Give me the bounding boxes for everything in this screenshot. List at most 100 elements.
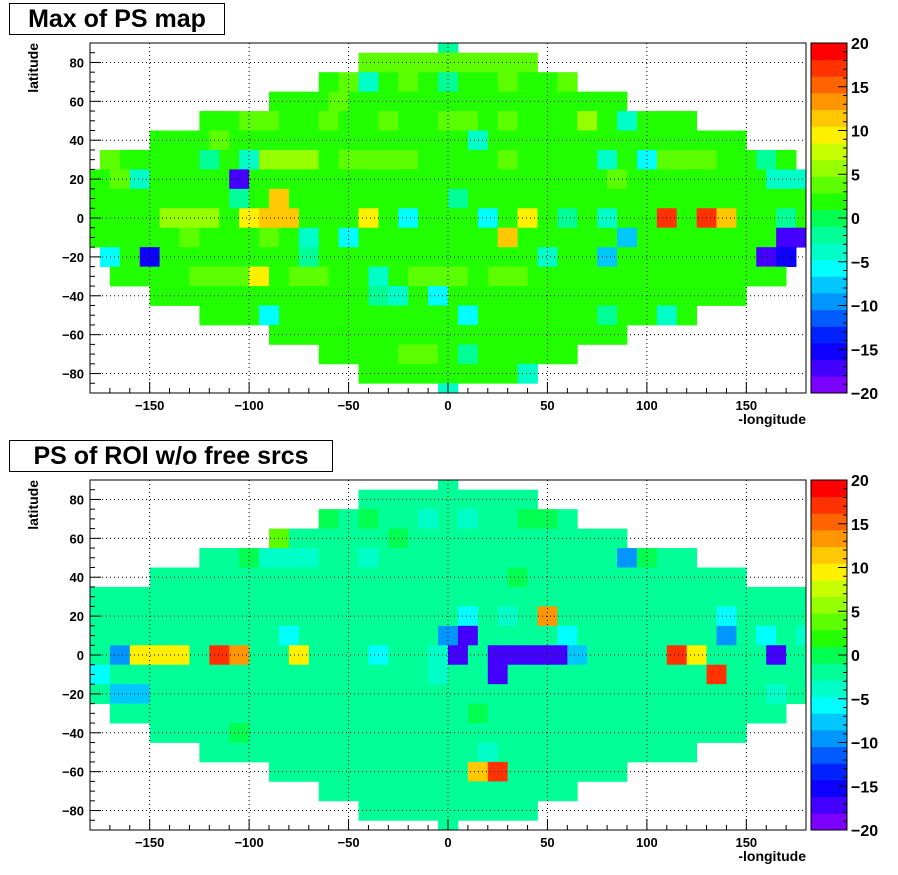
heatmap-cell	[278, 247, 300, 268]
heatmap-cell	[229, 586, 250, 607]
heatmap-cell	[686, 723, 707, 743]
heatmap-cell	[438, 489, 459, 510]
heatmap-cell	[278, 548, 300, 568]
heatmap-cell	[219, 606, 240, 627]
heatmap-cell	[676, 227, 698, 248]
heatmap-cell	[368, 703, 389, 724]
color-bar-segment	[811, 293, 847, 311]
heatmap-cell	[229, 188, 250, 209]
heatmap-cell	[547, 586, 568, 607]
heatmap-cell	[418, 227, 439, 248]
heatmap-cell	[378, 52, 399, 73]
heatmap-cell	[567, 645, 588, 666]
heatmap-cell	[557, 781, 578, 802]
heatmap-cell	[517, 149, 538, 170]
heatmap-cell	[179, 208, 200, 229]
heatmap-cell	[219, 625, 240, 646]
heatmap-cell	[318, 606, 340, 627]
heatmap-cell	[786, 664, 807, 685]
heatmap-cell	[517, 344, 538, 365]
heatmap-cell	[438, 72, 459, 93]
grid-lines	[90, 480, 806, 830]
heatmap-cell	[229, 130, 250, 151]
heatmap-cell	[507, 266, 528, 287]
heatmap-cell	[159, 208, 180, 229]
heatmap-cell	[90, 586, 111, 607]
heatmap-cell	[308, 188, 330, 209]
heatmap-cell	[537, 111, 558, 131]
heatmap-cell	[129, 703, 151, 724]
heatmap-cell	[706, 286, 727, 306]
heatmap-cell	[358, 208, 379, 229]
heatmap-cell	[288, 684, 310, 705]
heatmap-cell	[398, 606, 419, 627]
heatmap-cell	[129, 188, 151, 209]
heatmap-cell	[398, 625, 419, 646]
heatmap-cell	[567, 266, 588, 287]
heatmap-cell	[487, 567, 509, 588]
heatmap-cell	[199, 208, 220, 229]
heatmap-cell	[408, 664, 429, 685]
heatmap-cell	[547, 324, 568, 345]
heatmap-cell	[278, 149, 300, 170]
heatmap-cell	[477, 606, 499, 627]
heatmap-cell	[627, 188, 648, 209]
heatmap-cell	[646, 567, 668, 588]
heatmap-cell	[686, 169, 707, 190]
heatmap-cell	[358, 742, 379, 763]
heatmap-cell	[259, 227, 280, 248]
heatmap-cell	[378, 781, 399, 802]
heatmap-cell	[587, 645, 608, 666]
heatmap-cell	[577, 548, 598, 568]
heatmap-cell	[746, 188, 767, 209]
heatmap-cell	[796, 227, 807, 248]
heatmap-cell	[259, 208, 280, 229]
heatmap-cell	[537, 781, 558, 802]
heatmap-cell	[706, 645, 727, 666]
heatmap-cell	[557, 742, 578, 763]
heatmap-cell	[298, 111, 320, 131]
color-bar-segment	[811, 209, 847, 227]
heatmap-cell	[288, 664, 310, 685]
heatmap-cell	[318, 344, 340, 365]
heatmap-cell	[378, 305, 399, 326]
heatmap-cell	[189, 286, 210, 306]
heatmap-cell	[497, 72, 519, 93]
heatmap-cell	[636, 247, 658, 268]
heatmap-cell	[169, 664, 190, 685]
x-tick-label: 0	[444, 835, 451, 850]
heatmap-cell	[189, 586, 210, 607]
heatmap-cell	[577, 149, 598, 170]
heatmap-cell	[656, 227, 678, 248]
heatmap-cell	[408, 586, 429, 607]
heatmap-cell	[567, 703, 588, 724]
heatmap-cell	[527, 761, 548, 782]
heatmap-cell	[219, 548, 240, 568]
heatmap-cell	[179, 149, 200, 170]
heatmap-cell	[627, 723, 648, 743]
heatmap-cell	[507, 684, 528, 705]
heatmap-cell	[537, 72, 558, 93]
heatmap-cell	[189, 723, 210, 743]
color-bar-segment	[811, 496, 847, 514]
heatmap-cell	[448, 266, 469, 287]
heatmap-cell	[229, 286, 250, 306]
heatmap-cell	[209, 586, 230, 607]
heatmap-cell	[378, 800, 399, 821]
heatmap-cell	[607, 528, 628, 549]
heatmap-cell	[119, 247, 141, 268]
heatmap-cell	[398, 305, 419, 326]
color-bar-segment	[811, 646, 847, 664]
heatmap-cell	[547, 528, 568, 549]
heatmap-cell	[368, 188, 389, 209]
heatmap-cell	[438, 480, 459, 491]
heatmap-cell	[318, 72, 340, 93]
heatmap-cell	[627, 645, 648, 666]
color-bar-segment	[811, 176, 847, 194]
heatmap-cell	[507, 586, 528, 607]
heatmap-cell	[597, 149, 618, 170]
heatmap-cell	[189, 169, 210, 190]
y-tick-label: −60	[62, 765, 84, 780]
heatmap-cell	[587, 169, 608, 190]
heatmap-cell	[517, 247, 538, 268]
